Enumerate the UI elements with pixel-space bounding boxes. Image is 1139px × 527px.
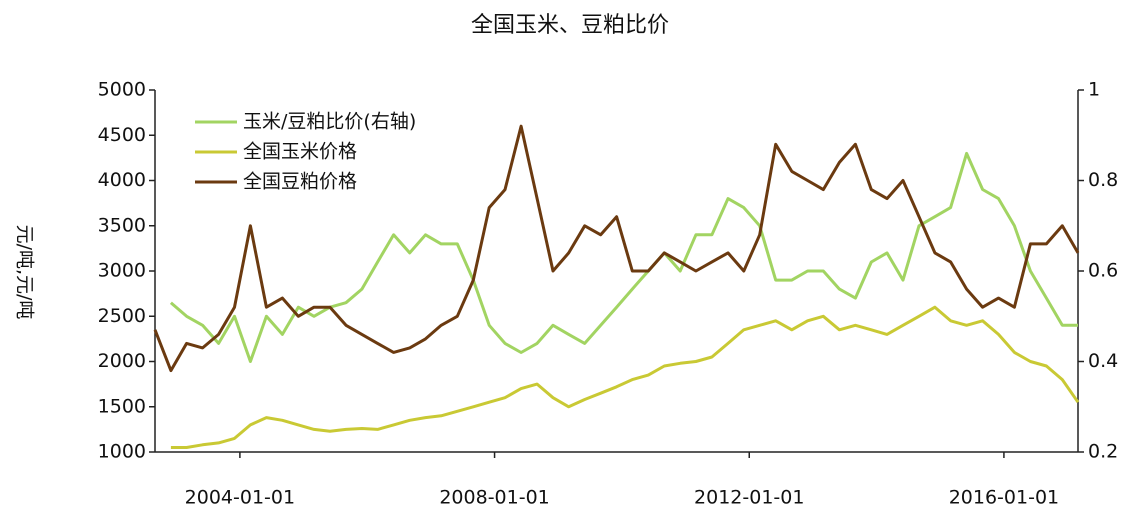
y-tick-label: 1500 (98, 395, 146, 417)
series-line (153, 124, 1080, 373)
y2-tick-label: 0.4 (1088, 350, 1118, 372)
y2-tick-label: 0.8 (1088, 169, 1118, 191)
series-line (170, 305, 1080, 449)
y-tick-label: 2500 (98, 305, 146, 327)
x-tick-label: 2016-01-01 (949, 487, 1059, 509)
legend-label: 全国豆粕价格 (243, 171, 357, 193)
y-tick-label: 3500 (98, 214, 146, 236)
x-tick-label: 2004-01-01 (185, 487, 295, 509)
y-tick-label: 4000 (98, 169, 146, 191)
y-tick-label: 3000 (98, 260, 146, 282)
series-line (169, 151, 1078, 363)
y-tick-label: 5000 (98, 79, 146, 101)
y2-tick-label: 0.2 (1088, 441, 1118, 463)
chart-title: 全国玉米、豆粕比价 (471, 13, 669, 38)
legend-label: 全国玉米价格 (243, 141, 357, 163)
legend-label: 玉米/豆粕比价(右轴) (243, 111, 416, 133)
y2-tick-label: 1 (1088, 79, 1100, 101)
y-tick-label: 4500 (98, 124, 146, 146)
y-tick-label: 1000 (98, 441, 146, 463)
x-tick-label: 2008-01-01 (439, 487, 549, 509)
y2-tick-label: 0.6 (1088, 260, 1118, 282)
y-tick-label: 2000 (98, 350, 146, 372)
x-tick-label: 2012-01-01 (694, 487, 804, 509)
y-axis-label: 元/吨,元/吨 (14, 225, 36, 320)
